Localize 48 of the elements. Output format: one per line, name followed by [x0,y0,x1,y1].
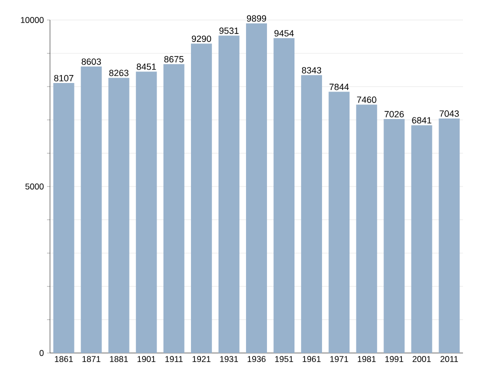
bar [274,38,294,353]
data-label: 8675 [164,56,184,62]
bar [411,125,432,353]
data-label: 7026 [384,110,404,118]
x-tick-label: 1951 [275,356,294,362]
data-label: 9290 [192,36,212,42]
bar [53,83,74,353]
x-tick-label: 1921 [192,356,210,362]
bar [356,104,378,353]
data-label: 8263 [109,70,128,76]
x-tick-label: 1991 [385,356,404,362]
x-tick-label: 1936 [248,356,266,362]
bar [328,92,350,353]
x-tick-label: 1901 [138,356,156,362]
y-tick-label: 0 [40,350,44,356]
x-tick-label: 1911 [165,356,183,362]
x-tick-label: 2001 [412,356,431,362]
bar [384,119,405,353]
y-tick-label: 10000 [20,17,44,24]
data-label: 8451 [136,64,156,70]
x-tick-label: 1881 [110,356,128,362]
data-label: 9454 [274,30,294,36]
data-label: 7460 [357,96,376,103]
x-tick-label: 1871 [82,356,100,362]
data-label: 8107 [54,74,74,82]
bar [163,64,184,353]
x-tick-label: 1861 [54,356,73,362]
bar [108,78,130,353]
bar [190,44,212,353]
data-label: 6841 [412,117,432,124]
x-tick-label: 1931 [220,356,238,362]
data-label: 9899 [246,15,266,22]
data-label: 7844 [330,84,349,90]
x-tick-label: 1971 [330,356,348,362]
data-label: 7043 [440,110,459,117]
bar [218,36,240,353]
bar [136,72,157,353]
data-label: 8603 [82,58,101,65]
data-label: 8343 [302,67,322,74]
bar [438,118,460,353]
x-tick-label: 2011 [440,356,458,362]
bar [246,23,267,353]
y-tick-label: 5000 [25,184,44,190]
x-tick-label: 1981 [358,356,376,362]
bar [301,75,322,353]
data-label: 9531 [219,28,239,34]
x-tick-label: 1961 [302,356,321,362]
bar [80,66,102,353]
